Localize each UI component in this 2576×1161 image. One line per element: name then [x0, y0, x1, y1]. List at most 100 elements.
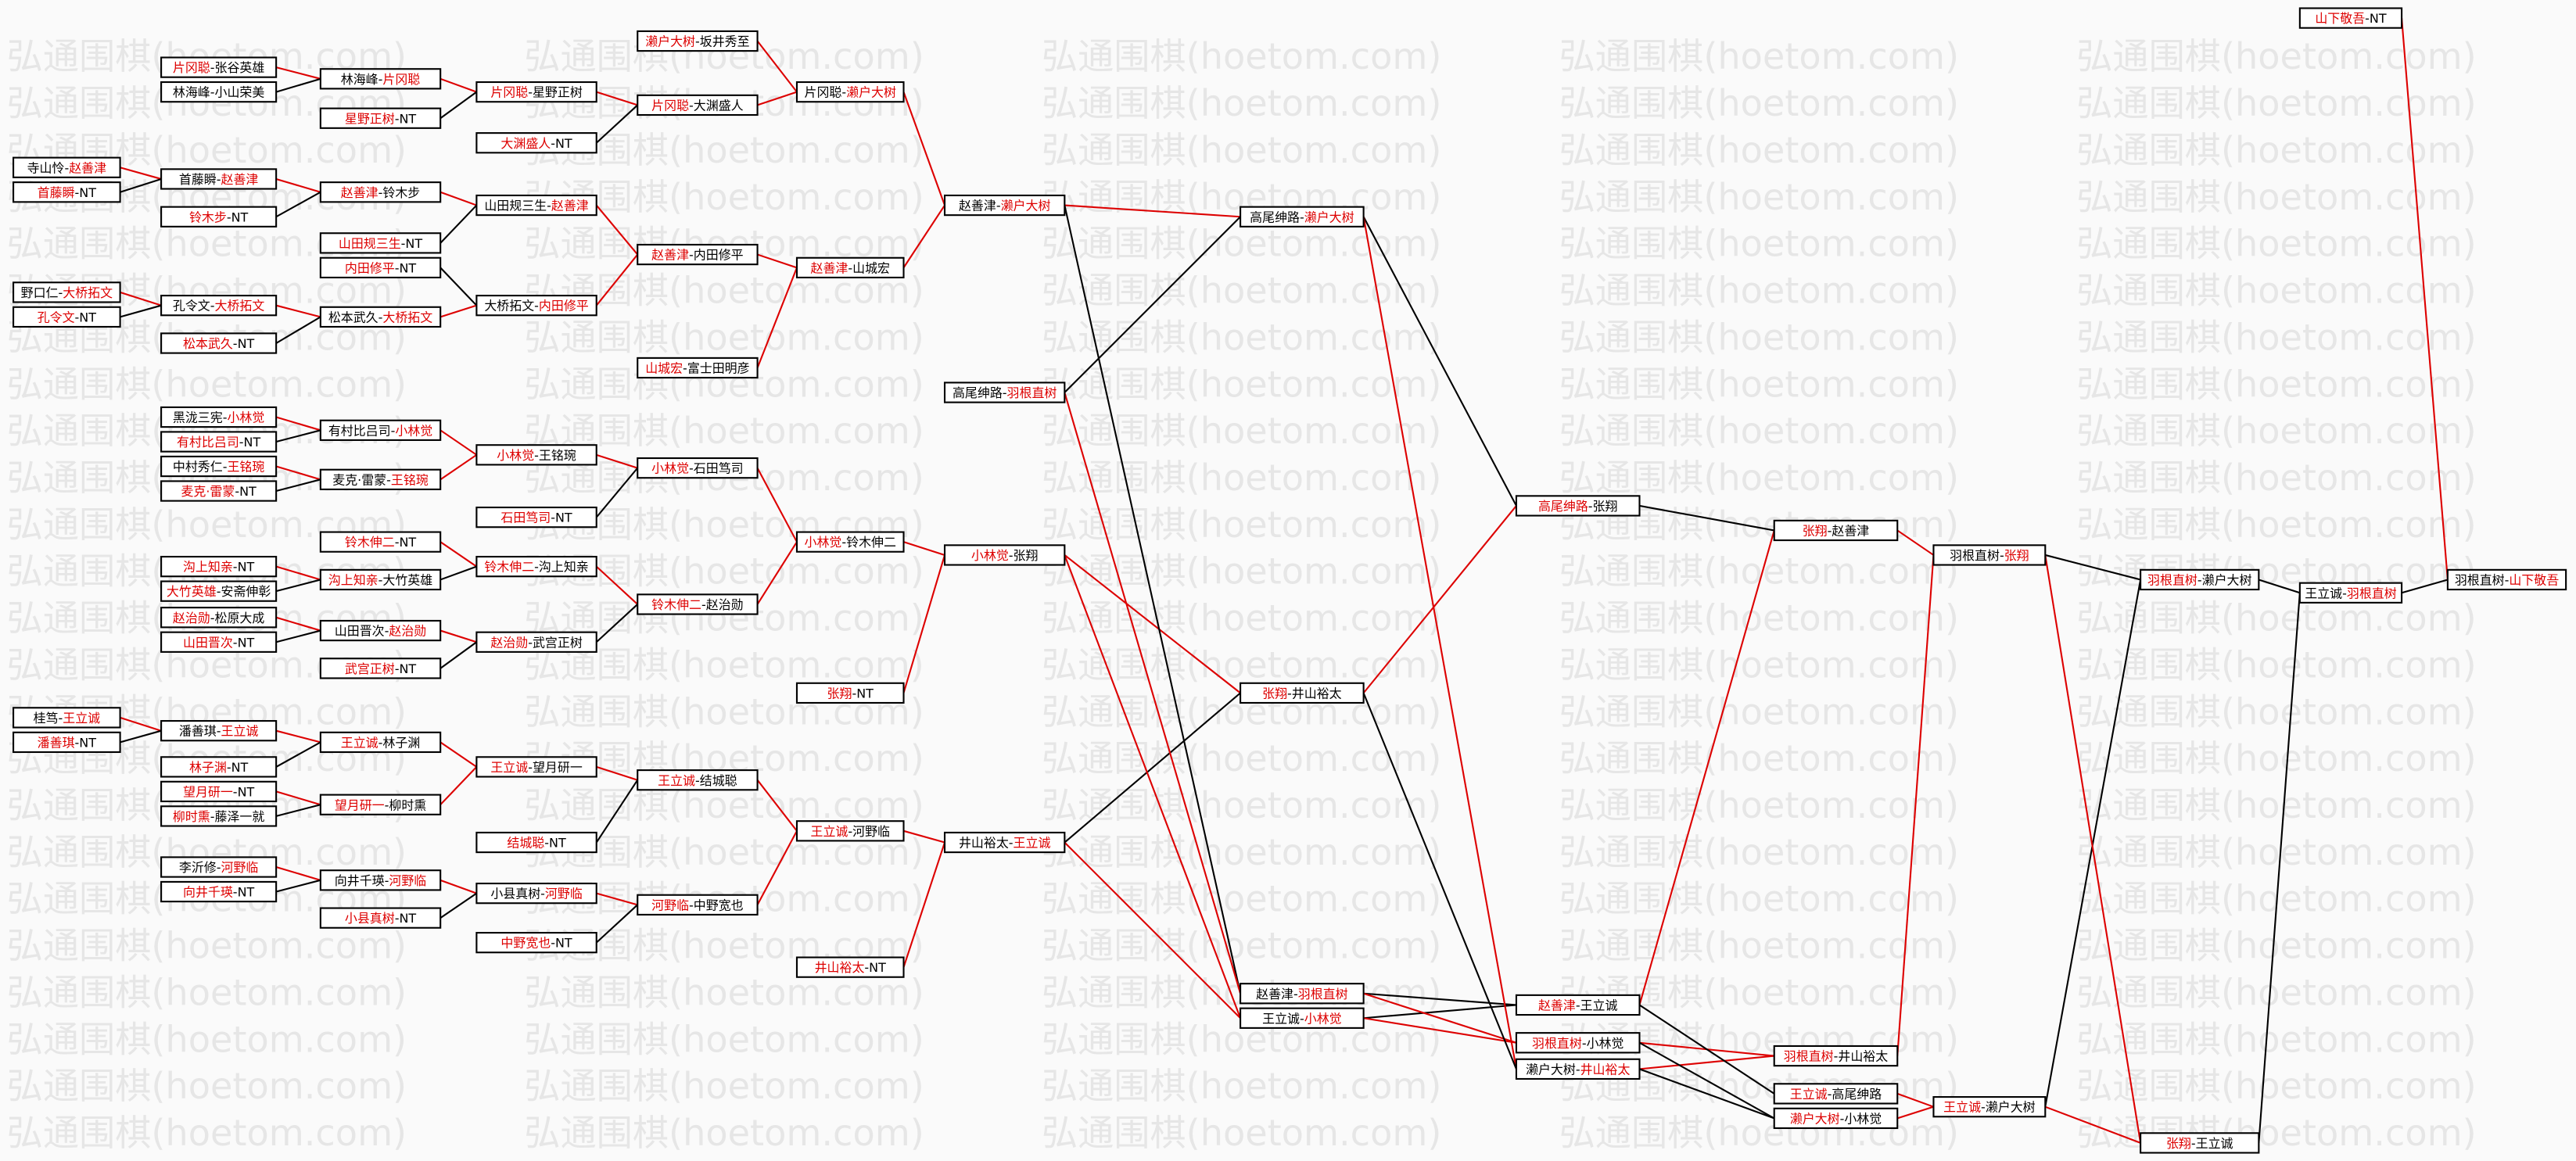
match: 中村秀仁-王铭琬 [160, 455, 278, 478]
match-box [160, 295, 278, 317]
connector [596, 104, 638, 144]
match-label: 山田规三生-赵善津 [484, 198, 588, 213]
connector [1639, 1055, 1774, 1070]
player: NT [555, 510, 572, 525]
match-label: 林海峰-小山荣美 [173, 84, 264, 99]
player: NT [79, 310, 96, 324]
connector [1064, 692, 1241, 844]
match: 王立诚-望月研一 [475, 756, 597, 778]
connector [275, 191, 321, 218]
watermark: 弘通围棋(hoetom.com) [524, 1112, 924, 1154]
player: 星野正树 [345, 111, 395, 126]
match-box [795, 256, 905, 279]
match: 高尾绅路-张翔 [1515, 495, 1641, 517]
match-label: 赵治勋-武宫正树 [490, 635, 582, 650]
match-box [637, 243, 759, 266]
player: 井山裕太 [1292, 686, 1342, 701]
match-box [1932, 1096, 2047, 1118]
player: 王立诚 [1580, 998, 1618, 1012]
player: 赵治勋 [389, 623, 426, 638]
watermark: 弘通围棋(hoetom.com) [1042, 503, 1441, 546]
separator: - [528, 635, 533, 650]
match-box [319, 531, 442, 553]
match-box [475, 756, 597, 778]
player: 松原大成 [215, 610, 265, 625]
connector [1638, 1004, 1775, 1095]
connector [275, 790, 321, 806]
match-label: 野口仁-大桥拓文 [21, 285, 113, 299]
watermark: 弘通围棋(hoetom.com) [2076, 129, 2476, 171]
match: 山田晋次-赵治勋 [319, 619, 442, 642]
match-box [943, 382, 1066, 403]
watermark: 弘通围棋(hoetom.com) [7, 925, 407, 967]
match: 有村比吕司-NT [160, 431, 278, 453]
watermark: 弘通围棋(hoetom.com) [7, 1018, 407, 1060]
separator: - [386, 472, 391, 487]
match: 麦克·雷蒙-NT [160, 480, 278, 502]
connector [439, 91, 478, 120]
match-label: 松本武久-大桥拓文 [328, 310, 432, 324]
watermark: 弘通围棋(hoetom.com) [1042, 129, 1441, 171]
watermark: 弘通围棋(hoetom.com) [1042, 410, 1441, 452]
separator: - [852, 686, 856, 701]
match-label: 铃木伸二-沟上知亲 [484, 559, 588, 574]
watermark: 弘通围棋(hoetom.com) [1559, 925, 1959, 967]
player: 望月研一 [335, 797, 385, 812]
player: 山田规三生 [339, 235, 401, 250]
match-label: 向井千瑛-河野临 [335, 873, 426, 887]
match: 内田修平-NT [319, 256, 442, 279]
match-box [160, 455, 278, 478]
player: 武宫正树 [345, 661, 395, 675]
connector [275, 804, 321, 817]
match-label: 赵善津-羽根直树 [1256, 986, 1347, 1001]
match-label: 向井千瑛-NT [183, 884, 255, 899]
match: 山田晋次-NT [160, 631, 278, 653]
player: 羽根直树 [1784, 1048, 1834, 1063]
match: 张翔-井山裕太 [1240, 682, 1365, 704]
match-label: 濑户大树-小林觉 [1790, 1111, 1882, 1126]
connector [120, 177, 162, 193]
match-label: 王立诚-河野临 [810, 823, 890, 838]
match-label: 孔令文-NT [38, 310, 97, 324]
separator: - [695, 34, 700, 48]
player: 王立诚 [341, 735, 379, 750]
match-box [319, 468, 442, 490]
watermark: 弘通围棋(hoetom.com) [2076, 737, 2476, 779]
match-label: 桂笃-王立诚 [34, 710, 101, 725]
connector [1362, 217, 1517, 1070]
connector [275, 879, 321, 893]
match: 濑户大树-井山裕太 [1515, 1058, 1641, 1080]
player: 孔令文 [173, 298, 210, 313]
match-box [795, 820, 905, 842]
player: 孔令文 [38, 310, 75, 324]
connector [439, 267, 478, 306]
watermark: 弘通围棋(hoetom.com) [1042, 82, 1441, 124]
watermark: 弘通围棋(hoetom.com) [524, 316, 924, 358]
connector [2044, 1105, 2141, 1144]
player: NT [399, 111, 416, 126]
match: 羽根直树-濑户大树 [2140, 568, 2260, 591]
separator: - [689, 247, 694, 262]
separator: - [540, 886, 545, 901]
watermark: 弘通围棋(hoetom.com) [1042, 457, 1441, 499]
connector [275, 465, 321, 481]
separator: - [1981, 1099, 1986, 1114]
match-label: 赵治勋-松原大成 [173, 610, 264, 625]
player: 结城聪 [700, 772, 737, 787]
match: 赵治勋-松原大成 [160, 607, 278, 629]
watermark: 弘通围棋(hoetom.com) [1042, 597, 1441, 640]
match: 潘善琪-NT [13, 731, 121, 754]
match-box [160, 81, 278, 103]
connector [120, 716, 162, 732]
match-box [637, 94, 759, 116]
match-label: 张翔-王立诚 [2166, 1135, 2233, 1150]
player: 张翔 [827, 686, 852, 701]
connector [2045, 554, 2141, 581]
match-label: 首藤瞬-NT [38, 185, 97, 199]
player: 濑户大树 [1526, 1062, 1576, 1077]
separator: - [1828, 523, 1832, 538]
separator: - [689, 98, 694, 113]
separator: - [395, 535, 400, 550]
connector [903, 541, 945, 556]
player: 王立诚 [1790, 1086, 1828, 1101]
